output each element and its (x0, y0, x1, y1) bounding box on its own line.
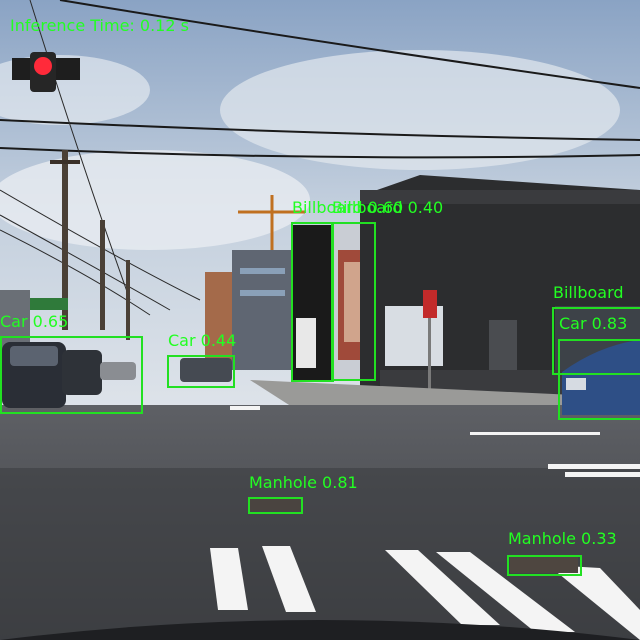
detection-label: Billboard (553, 283, 624, 302)
billboard-detection-box (331, 222, 376, 381)
billboard-detection-box (552, 307, 640, 375)
detection-label: Car 0.83 (559, 314, 628, 333)
detection-label: Manhole 0.33 (508, 529, 617, 548)
detection-label: Car 0.65 (0, 312, 69, 331)
detection-label: Billboard 0.60 (292, 198, 404, 217)
detection-label: Car 0.44 (168, 331, 237, 350)
car-detection-box (0, 336, 143, 414)
manhole-detection-box (248, 497, 303, 514)
manhole-detection-box (507, 555, 582, 576)
billboard-detection-box (291, 222, 334, 382)
detection-label: Manhole 0.81 (249, 473, 358, 492)
car-detection-box (167, 355, 235, 388)
car-detection-box (558, 339, 640, 420)
inference-time-label: Inference Time: 0.12 s (10, 16, 189, 35)
detection-label: Billboard 0.40 (332, 198, 444, 217)
